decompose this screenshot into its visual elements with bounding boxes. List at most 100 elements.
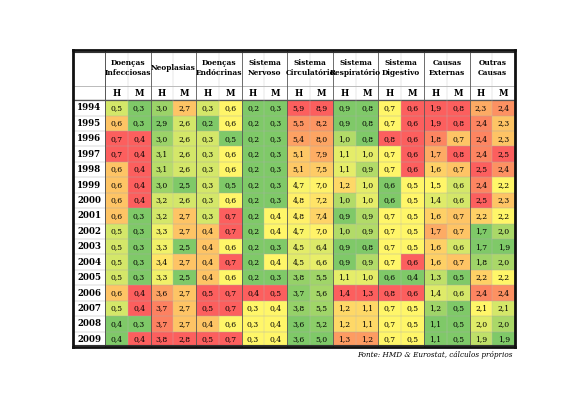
Bar: [173, 285, 196, 301]
Text: 0,5: 0,5: [452, 320, 464, 328]
Bar: [242, 301, 265, 316]
Bar: [424, 239, 447, 255]
Bar: [150, 239, 173, 255]
Text: Neoplasias: Neoplasias: [151, 64, 196, 72]
Text: 0,6: 0,6: [224, 274, 236, 282]
Text: 3,3: 3,3: [156, 227, 168, 235]
Bar: [492, 193, 515, 208]
Bar: [242, 146, 265, 162]
Text: 1,6: 1,6: [429, 212, 441, 220]
Bar: [378, 177, 401, 193]
Bar: [265, 100, 288, 115]
Text: 1,1: 1,1: [338, 150, 350, 158]
Bar: [333, 224, 356, 239]
Text: 0,2: 0,2: [247, 197, 259, 204]
Text: 0,6: 0,6: [224, 243, 236, 251]
Bar: [470, 131, 492, 146]
Text: 2004: 2004: [77, 258, 101, 267]
Text: M: M: [180, 89, 189, 98]
Text: 1994: 1994: [77, 103, 101, 112]
Bar: [128, 146, 150, 162]
Text: 1,0: 1,0: [338, 197, 350, 204]
Bar: [242, 270, 265, 285]
Bar: [424, 100, 447, 115]
Bar: [242, 100, 265, 115]
Text: 0,6: 0,6: [110, 212, 122, 220]
Bar: [492, 100, 515, 115]
Bar: [173, 146, 196, 162]
Text: 0,9: 0,9: [338, 243, 350, 251]
Text: 1,1: 1,1: [361, 304, 373, 313]
Text: 1,2: 1,2: [338, 181, 350, 189]
Bar: [219, 239, 242, 255]
Bar: [150, 301, 173, 316]
Bar: [73, 50, 515, 100]
Bar: [447, 224, 470, 239]
Bar: [333, 316, 356, 332]
Text: 1,0: 1,0: [361, 150, 373, 158]
Text: 0,5: 0,5: [110, 104, 122, 112]
Text: 3,2: 3,2: [156, 212, 168, 220]
Text: 0,6: 0,6: [452, 289, 464, 297]
Bar: [173, 270, 196, 285]
Bar: [333, 255, 356, 270]
Bar: [288, 285, 310, 301]
Bar: [196, 162, 219, 177]
Text: 0,7: 0,7: [224, 335, 236, 344]
Text: 2,3: 2,3: [498, 197, 510, 204]
Text: 0,6: 0,6: [384, 197, 396, 204]
Text: 0,3: 0,3: [270, 166, 282, 174]
Bar: [401, 131, 424, 146]
Bar: [265, 270, 288, 285]
Bar: [128, 177, 150, 193]
Text: 0,5: 0,5: [406, 197, 419, 204]
Text: 1,0: 1,0: [338, 135, 350, 143]
Bar: [378, 255, 401, 270]
Bar: [401, 285, 424, 301]
Bar: [128, 208, 150, 224]
Text: 2,7: 2,7: [179, 258, 191, 266]
Bar: [401, 332, 424, 347]
Text: 0,3: 0,3: [201, 104, 214, 112]
Bar: [150, 285, 173, 301]
Text: M: M: [362, 89, 372, 98]
Text: Causas
Externas: Causas Externas: [429, 60, 465, 77]
Bar: [378, 301, 401, 316]
Text: 7,5: 7,5: [316, 166, 328, 174]
Text: 0,6: 0,6: [224, 197, 236, 204]
Bar: [333, 332, 356, 347]
Text: 5,5: 5,5: [316, 304, 328, 313]
Text: 0,6: 0,6: [452, 197, 464, 204]
Bar: [288, 162, 310, 177]
Text: 0,2: 0,2: [247, 150, 259, 158]
Text: 0,5: 0,5: [201, 289, 214, 297]
Bar: [492, 285, 515, 301]
Bar: [356, 177, 378, 193]
Bar: [378, 285, 401, 301]
Bar: [470, 177, 492, 193]
Bar: [378, 115, 401, 131]
Text: 0,6: 0,6: [452, 243, 464, 251]
Text: 3,0: 3,0: [156, 135, 168, 143]
Text: 0,4: 0,4: [247, 289, 259, 297]
Text: 1,6: 1,6: [429, 258, 441, 266]
Text: 0,3: 0,3: [133, 104, 145, 112]
Bar: [265, 316, 288, 332]
Text: 0,7: 0,7: [384, 166, 396, 174]
Text: 1998: 1998: [77, 165, 101, 174]
Text: 1,9: 1,9: [429, 119, 441, 127]
Text: H: H: [294, 89, 303, 98]
Bar: [424, 131, 447, 146]
Bar: [310, 270, 333, 285]
Bar: [265, 193, 288, 208]
Text: 0,4: 0,4: [270, 335, 282, 344]
Text: 0,4: 0,4: [133, 181, 145, 189]
Bar: [333, 146, 356, 162]
Text: 2,2: 2,2: [498, 212, 510, 220]
Text: Sistema
Circulatório: Sistema Circulatório: [285, 60, 335, 77]
Bar: [196, 301, 219, 316]
Text: 2,4: 2,4: [498, 104, 510, 112]
Text: 1995: 1995: [77, 119, 101, 128]
Bar: [173, 115, 196, 131]
Bar: [288, 239, 310, 255]
